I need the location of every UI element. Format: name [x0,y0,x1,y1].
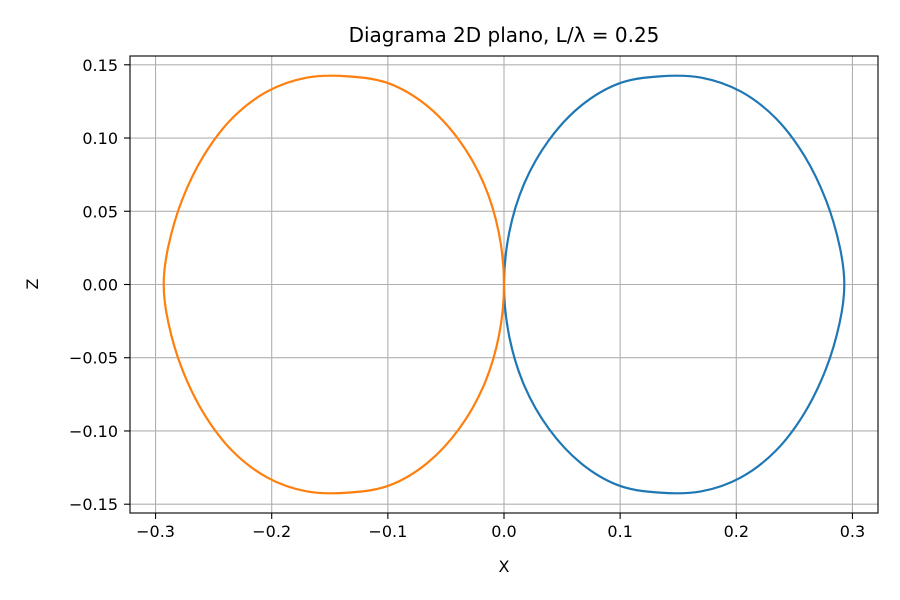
x-tick-label: 0.1 [607,522,632,541]
y-axis-label: Z [23,278,42,289]
series-line-2 [162,74,506,495]
x-tick-label: 0.0 [491,522,516,541]
series-line-1 [502,74,846,495]
y-tick-label: 0.00 [82,276,118,295]
y-tick-label: 0.05 [82,202,118,221]
x-tick-label: 0.3 [840,522,865,541]
x-tick-label: −0.3 [136,522,175,541]
series-group [162,74,846,495]
ticks: −0.3 −0.2 −0.1 0.0 0.1 0.2 0.3 0.15 0.10 0.05 0.00… [69,56,865,541]
y-tick-label: 0.10 [82,129,118,148]
chart-title: Diagrama 2D plano, L/λ = 0.25 [349,23,660,47]
y-tick-label: −0.15 [69,495,118,514]
y-tick-label: 0.15 [82,56,118,75]
x-axis-label: X [499,557,510,576]
x-tick-label: −0.1 [368,522,407,541]
y-tick-label: −0.10 [69,422,118,441]
x-tick-label: −0.2 [252,522,291,541]
y-tick-label: −0.05 [69,349,118,368]
x-tick-label: 0.2 [724,522,749,541]
